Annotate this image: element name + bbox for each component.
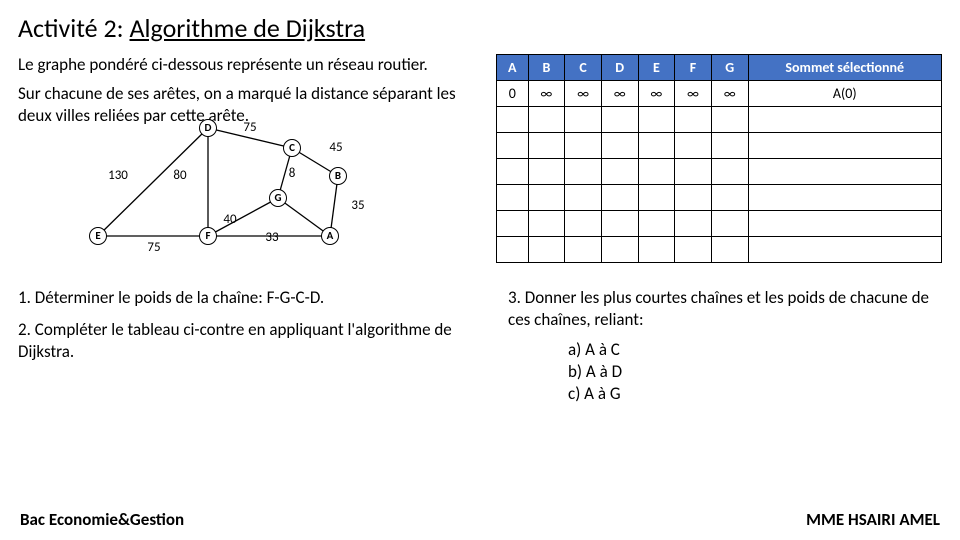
question-2: 2. Compléter le tableau ci-contre en app… — [18, 319, 478, 363]
table-cell — [748, 107, 942, 133]
table-cell: 0 — [497, 81, 529, 107]
table-cell — [638, 159, 675, 185]
graph-svg — [78, 118, 398, 258]
edge-weight: 130 — [108, 168, 128, 184]
title-underlined: Algorithme de Dijkstra — [130, 12, 366, 44]
table-cell — [565, 159, 602, 185]
paragraph-1: Le graphe pondéré ci-dessous représente … — [18, 54, 478, 75]
edge-weight: 80 — [173, 168, 186, 184]
table-cell — [748, 237, 942, 263]
table-header: B — [528, 55, 565, 81]
table-cell — [711, 107, 748, 133]
table-cell — [638, 133, 675, 159]
table-cell — [601, 107, 638, 133]
footer-left: Bac Economie&Gestion — [20, 509, 184, 530]
table-cell — [565, 107, 602, 133]
table-cell — [711, 133, 748, 159]
graph-node-d: D — [199, 119, 217, 137]
table-header: C — [565, 55, 602, 81]
left-column: Le graphe pondéré ci-dessous représente … — [18, 54, 478, 263]
table-cell — [528, 185, 565, 211]
table-cell — [711, 211, 748, 237]
table-cell — [601, 185, 638, 211]
table-cell — [528, 133, 565, 159]
table-cell — [601, 237, 638, 263]
edge-weight: 8 — [289, 166, 296, 182]
table-cell: ∞ — [675, 81, 712, 107]
table-cell — [601, 133, 638, 159]
table-cell — [711, 237, 748, 263]
questions-right: 3. Donner les plus courtes chaînes et le… — [508, 287, 942, 405]
table-header: D — [601, 55, 638, 81]
table-cell — [638, 237, 675, 263]
question-3c: c) A à G — [568, 383, 942, 405]
table-cell — [675, 133, 712, 159]
table-cell — [748, 211, 942, 237]
table-header: F — [675, 55, 712, 81]
table-cell — [565, 237, 602, 263]
table-cell — [711, 185, 748, 211]
table-cell — [675, 211, 712, 237]
table-cell: ∞ — [638, 81, 675, 107]
question-3b: b) A à D — [568, 361, 942, 383]
table-cell — [675, 159, 712, 185]
table-cell — [638, 107, 675, 133]
table-cell — [497, 133, 529, 159]
table-cell — [675, 237, 712, 263]
table-cell — [497, 107, 529, 133]
question-3a: a) A à C — [568, 339, 942, 361]
table-cell: ∞ — [601, 81, 638, 107]
graph-node-a: A — [321, 227, 339, 245]
table-cell — [528, 159, 565, 185]
dijkstra-table: ABCDEFGSommet sélectionné0∞∞∞∞∞∞A(0) — [496, 54, 942, 263]
table-cell — [748, 185, 942, 211]
graph-diagram: D C B G A F E 75 45 8 35 33 40 80 130 75 — [78, 118, 398, 258]
table-cell — [528, 211, 565, 237]
table-cell — [497, 159, 529, 185]
edge-weight: 40 — [223, 212, 236, 228]
footer-right: MME HSAIRI AMEL — [806, 509, 940, 530]
table-cell — [565, 185, 602, 211]
edge-weight: 75 — [147, 240, 160, 256]
table-cell: ∞ — [565, 81, 602, 107]
question-3: 3. Donner les plus courtes chaînes et le… — [508, 287, 942, 331]
table-header: E — [638, 55, 675, 81]
edge-weight: 33 — [265, 230, 278, 246]
page-title: Activité 2: Algorithme de Dijkstra — [18, 12, 942, 44]
questions-left: 1. Déterminer le poids de la chaîne: F-G… — [18, 287, 478, 405]
table-cell — [601, 211, 638, 237]
table-cell — [711, 159, 748, 185]
table-cell — [601, 159, 638, 185]
graph-node-c: C — [283, 139, 301, 157]
graph-node-g: G — [269, 189, 287, 207]
graph-node-b: B — [329, 167, 347, 185]
table-cell — [497, 211, 529, 237]
table-header: Sommet sélectionné — [748, 55, 942, 81]
right-column: ABCDEFGSommet sélectionné0∞∞∞∞∞∞A(0) — [496, 54, 942, 263]
edge-weight: 35 — [351, 198, 364, 214]
table-cell — [528, 107, 565, 133]
table-cell — [638, 185, 675, 211]
table-cell — [675, 107, 712, 133]
title-prefix: Activité 2: — [18, 12, 130, 44]
table-cell — [748, 133, 942, 159]
table-cell — [748, 159, 942, 185]
table-cell — [497, 185, 529, 211]
table-cell — [528, 237, 565, 263]
edge-weight: 45 — [329, 140, 342, 156]
table-cell: A(0) — [748, 81, 942, 107]
table-cell — [497, 237, 529, 263]
table-header: G — [711, 55, 748, 81]
edge-weight: 75 — [243, 120, 256, 136]
graph-node-f: F — [199, 227, 217, 245]
table-cell: ∞ — [528, 81, 565, 107]
table-cell — [638, 211, 675, 237]
graph-node-e: E — [89, 227, 107, 245]
table-header: A — [497, 55, 529, 81]
table-cell: ∞ — [711, 81, 748, 107]
table-cell — [675, 185, 712, 211]
table-cell — [565, 133, 602, 159]
table-cell — [565, 211, 602, 237]
question-1: 1. Déterminer le poids de la chaîne: F-G… — [18, 287, 478, 309]
